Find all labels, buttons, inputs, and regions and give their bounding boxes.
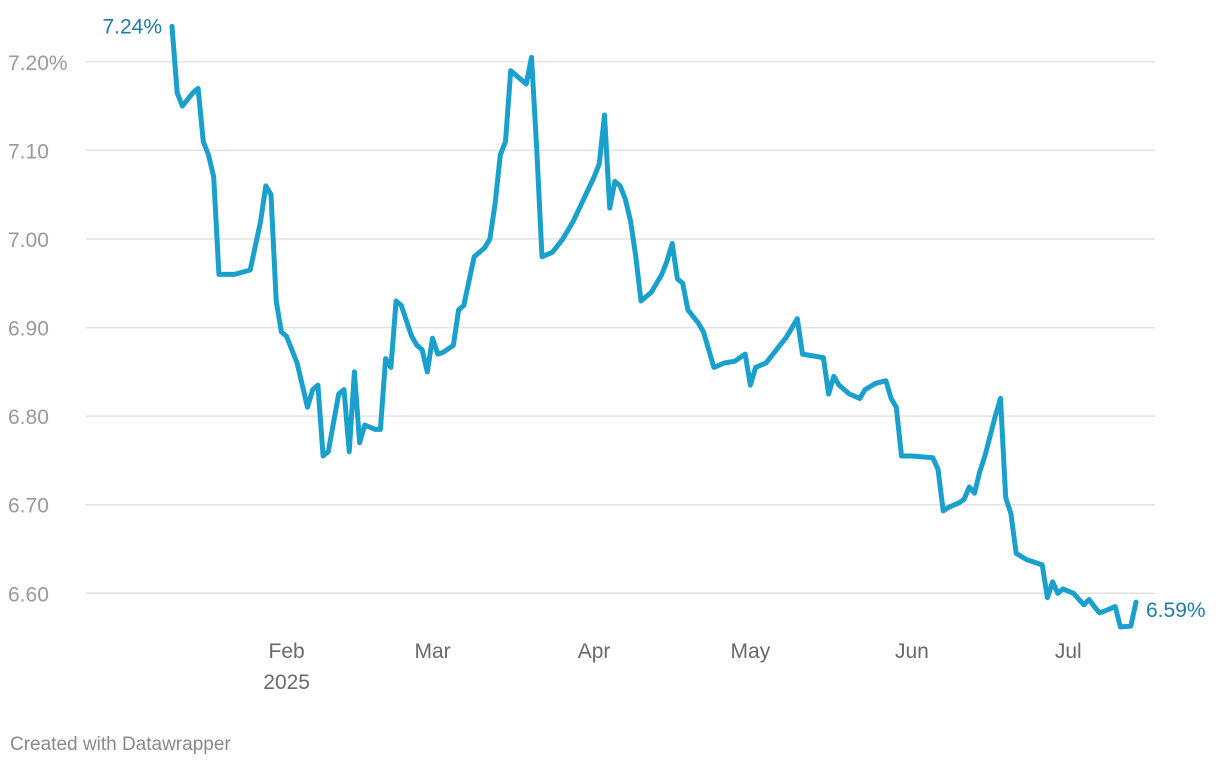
y-tick-label: 7.00 xyxy=(8,229,49,252)
x-tick-label: Mar xyxy=(414,640,450,663)
start-value-label: 7.24% xyxy=(102,15,162,38)
y-tick-label: 6.80 xyxy=(8,406,49,429)
y-tick-label: 7.10 xyxy=(8,140,49,163)
y-tick-label: 7.20% xyxy=(8,52,68,75)
x-tick-label: May xyxy=(731,640,771,663)
x-tick-sublabel: 2025 xyxy=(263,671,310,694)
y-axis-ticks: 7.20% 7.10 7.00 6.90 6.80 6.70 6.60 xyxy=(8,52,68,606)
chart-credit: Created with Datawrapper xyxy=(10,734,231,755)
end-value-label: 6.59% xyxy=(1146,599,1206,622)
y-tick-label: 6.70 xyxy=(8,495,49,518)
series-layer xyxy=(169,23,1139,630)
x-axis-ticks: Feb 2025 Mar Apr May Jun Jul xyxy=(263,640,1081,694)
grid-lines xyxy=(86,61,1155,595)
mortgage-rate-line xyxy=(169,23,1139,630)
y-tick-label: 6.60 xyxy=(8,583,49,606)
x-tick-label: Feb xyxy=(269,640,305,663)
annotations: 7.24% 6.59% xyxy=(102,15,1205,622)
x-tick-label: Jul xyxy=(1055,640,1082,663)
x-tick-label: Jun xyxy=(895,640,929,663)
x-tick-label: Apr xyxy=(578,640,611,663)
y-tick-label: 6.90 xyxy=(8,318,49,341)
